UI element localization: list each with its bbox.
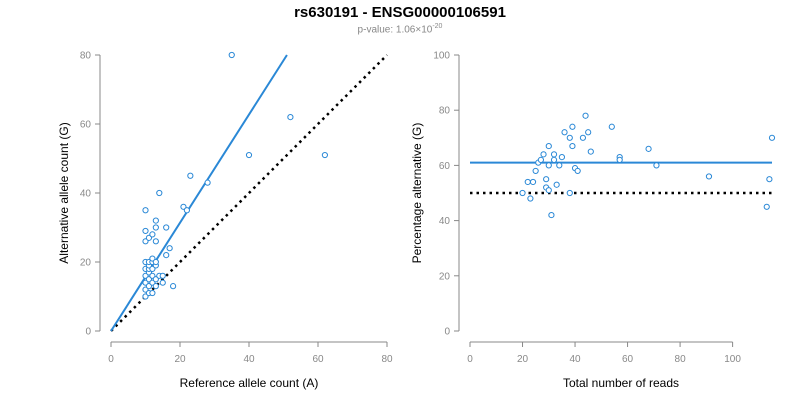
data-point xyxy=(566,189,573,197)
data-point xyxy=(527,195,534,202)
data-point xyxy=(543,176,550,183)
y-tick-label: 40 xyxy=(80,189,92,200)
data-point xyxy=(763,203,770,210)
x-axis: 0 20 40 60 80 100 Total number of reads xyxy=(467,341,741,390)
y-axis-title: Alternative allele count (G) xyxy=(57,122,71,263)
data-point xyxy=(204,179,211,186)
data-point xyxy=(163,224,170,231)
data-points xyxy=(519,112,776,219)
data-point xyxy=(159,279,166,286)
x-axis-title: Total number of reads xyxy=(563,376,679,390)
x-tick-label: 40 xyxy=(569,354,581,365)
data-point xyxy=(705,173,713,180)
data-point xyxy=(608,123,615,130)
x-tick-label: 20 xyxy=(517,354,529,365)
data-points xyxy=(142,51,328,300)
y-tick-label: 60 xyxy=(439,161,451,172)
data-point xyxy=(152,217,159,224)
y-tick-label: 20 xyxy=(80,258,92,269)
data-point xyxy=(159,272,166,279)
y-tick-label: 20 xyxy=(439,271,451,282)
data-point xyxy=(187,172,194,179)
data-point xyxy=(149,231,156,238)
y-tick-label: 80 xyxy=(80,51,92,62)
data-point xyxy=(142,227,149,235)
y-tick-label: 40 xyxy=(439,216,451,227)
data-point xyxy=(556,162,563,169)
x-tick-label: 80 xyxy=(381,354,393,365)
data-point xyxy=(553,181,560,188)
data-point xyxy=(532,167,539,175)
data-point xyxy=(768,134,776,141)
data-point xyxy=(616,156,623,163)
data-point xyxy=(166,245,173,252)
data-point xyxy=(645,145,652,152)
y-tick-label: 100 xyxy=(433,51,450,62)
x-tick-label: 40 xyxy=(243,354,255,365)
x-tick-label: 60 xyxy=(622,354,634,365)
data-point xyxy=(653,162,660,169)
y-axis: 0 20 40 60 80 100 Percentage alternative (G) xyxy=(410,51,460,338)
data-point xyxy=(579,134,587,141)
x-tick-label: 60 xyxy=(312,354,324,365)
data-point xyxy=(540,151,547,158)
data-point xyxy=(152,258,159,266)
x-tick-label: 20 xyxy=(174,354,186,365)
data-point xyxy=(537,156,545,163)
pvalue-text: p-value: 1.06×10 xyxy=(357,24,433,36)
data-point xyxy=(529,178,537,186)
data-point xyxy=(142,207,149,214)
data-point xyxy=(545,142,552,150)
data-point xyxy=(228,51,235,59)
chart-title: rs630191 - ENSG00000106591 xyxy=(294,4,506,21)
y-tick-label: 60 xyxy=(80,120,92,131)
data-point xyxy=(524,178,531,186)
x-tick-label: 80 xyxy=(675,354,687,365)
x-tick-label: 0 xyxy=(467,354,473,365)
data-point xyxy=(561,129,568,136)
data-point xyxy=(519,189,526,197)
data-point xyxy=(287,114,294,121)
y-tick-label: 0 xyxy=(444,327,450,338)
data-point xyxy=(545,187,552,194)
x-axis-title: Reference allele count (A) xyxy=(180,376,319,390)
data-point xyxy=(550,156,558,163)
x-tick-label: 0 xyxy=(108,354,114,365)
data-point xyxy=(152,283,159,290)
data-point xyxy=(245,151,253,159)
data-point xyxy=(569,123,576,130)
y-tick-label: 80 xyxy=(439,106,451,117)
data-point xyxy=(766,176,773,183)
data-point xyxy=(582,112,589,119)
data-point xyxy=(163,252,170,259)
x-axis: 0 20 40 60 80 Reference allele count (A) xyxy=(108,341,393,390)
x-tick-label: 100 xyxy=(724,354,741,365)
data-point xyxy=(321,151,328,159)
data-point xyxy=(170,283,177,290)
data-point xyxy=(156,189,163,197)
data-point xyxy=(550,151,558,158)
y-axis-title: Percentage alternative (G) xyxy=(410,123,424,264)
data-point xyxy=(548,211,555,219)
data-point xyxy=(558,154,566,161)
data-point xyxy=(587,148,594,155)
data-point xyxy=(183,207,190,214)
data-point xyxy=(585,129,592,136)
data-point xyxy=(152,224,159,231)
pvalue-exponent: -20 xyxy=(432,23,443,30)
data-point xyxy=(545,162,552,169)
fit-line xyxy=(110,54,288,332)
y-tick-label: 0 xyxy=(85,327,91,338)
data-point xyxy=(566,134,573,141)
data-point xyxy=(152,238,159,245)
data-point xyxy=(574,167,581,175)
y-axis: 0 20 40 60 80 Alternative allele count (G) xyxy=(57,51,101,338)
chart-subtitle: p-value: 1.06×10-20 xyxy=(0,23,800,35)
reference-line xyxy=(110,54,388,332)
chart-panel-2: 0 20 40 60 80 100 Total number of reads 0 20 40 60… xyxy=(410,51,776,390)
data-point xyxy=(569,142,576,150)
chart-panel-1: 0 20 40 60 80 Reference allele count (A) 0 20 40… xyxy=(57,51,393,391)
data-point xyxy=(149,289,156,297)
